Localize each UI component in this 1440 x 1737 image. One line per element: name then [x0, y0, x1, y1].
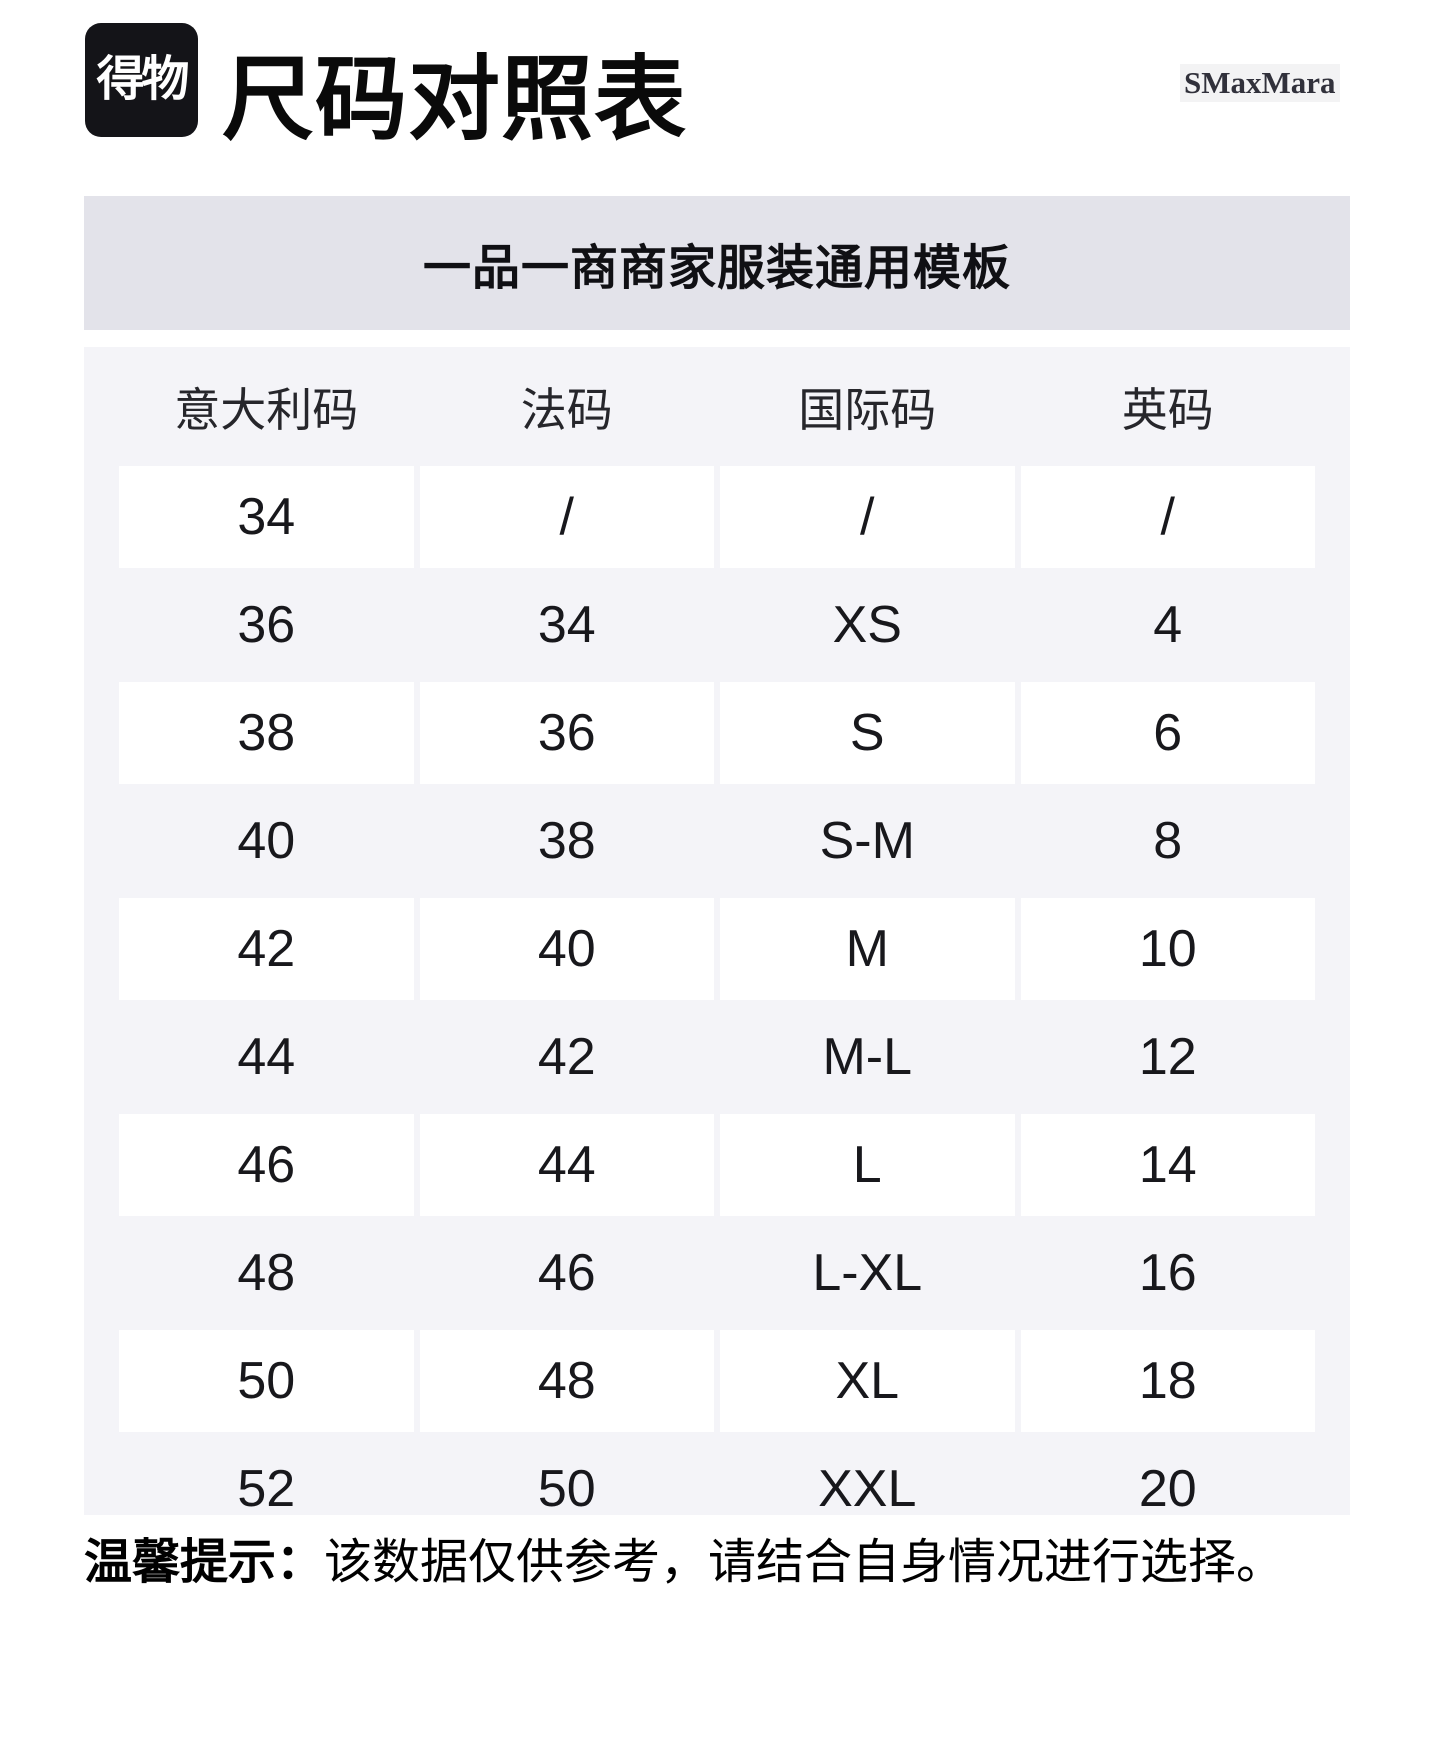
dewu-logo: 得物	[85, 23, 198, 137]
table-cell: 42	[537, 1028, 596, 1086]
table-cell: 44	[419, 1114, 714, 1216]
table-row: 44 42 M-L 12	[119, 1006, 1315, 1108]
table-cell: 38	[119, 682, 414, 784]
note: 温馨提示：该数据仅供参考，请结合自身情况进行选择。	[84, 1532, 1284, 1594]
table-cell: XXL	[818, 1460, 917, 1518]
column-header: 意大利码	[174, 383, 359, 436]
table-cell: 48	[237, 1244, 296, 1302]
table-cell: L-XL	[812, 1244, 923, 1302]
table-cell: M	[720, 898, 1015, 1000]
table-row: 38 36 S 6	[119, 682, 1315, 784]
table-cell: M-L	[822, 1028, 913, 1086]
table-cell: 10	[1020, 898, 1315, 1000]
table-row: 52 50 XXL 20	[119, 1438, 1315, 1540]
table-row: 46 44 L 14	[119, 1114, 1315, 1216]
table-cell: 12	[1138, 1028, 1197, 1086]
table-row: 42 40 M 10	[119, 898, 1315, 1000]
table-cell: 40	[237, 812, 296, 870]
template-banner: 一品一商商家服装通用模板	[84, 196, 1350, 330]
table-cell: 46	[119, 1114, 414, 1216]
table-cell: 46	[537, 1244, 596, 1302]
table-cell: 8	[1153, 812, 1183, 870]
table-row: 48 46 L-XL 16	[119, 1222, 1315, 1324]
table-cell: 52	[237, 1460, 296, 1518]
size-table: 意大利码 法码 国际码 英码 34///36 34 XS 4 38 36 S 6 40 38 S-M 8 42…	[113, 347, 1321, 1546]
table-cell: XL	[720, 1330, 1015, 1432]
table-cell: 38	[537, 812, 596, 870]
table-cell: 14	[1020, 1114, 1315, 1216]
table-cell: 48	[419, 1330, 714, 1432]
table-row: 50 48 XL 18	[119, 1330, 1315, 1432]
table-cell: 4	[1153, 596, 1183, 654]
table-row: 36 34 XS 4	[119, 574, 1315, 676]
table-cell: /	[1020, 466, 1315, 568]
table-cell: 44	[237, 1028, 296, 1086]
table-cell: 34	[537, 596, 596, 654]
table-cell: S	[720, 682, 1015, 784]
column-header: 英码	[1121, 383, 1214, 436]
column-header: 法码	[520, 383, 613, 436]
brand-watermark: SMaxMara	[1180, 64, 1340, 102]
page-title: 尺码对照表	[222, 49, 688, 151]
column-header: 国际码	[798, 383, 937, 436]
table-cell: 50	[119, 1330, 414, 1432]
table-cell: 36	[419, 682, 714, 784]
table-cell: 34	[119, 466, 414, 568]
table-cell: /	[419, 466, 714, 568]
table-cell: 16	[1138, 1244, 1197, 1302]
table-cell: 36	[237, 596, 296, 654]
note-label: 温馨提示：	[84, 1536, 325, 1589]
table-cell: XS	[832, 596, 902, 654]
table-cell: 6	[1020, 682, 1315, 784]
table-cell: 42	[119, 898, 414, 1000]
table-row: 34// /	[119, 466, 1315, 568]
table-header-row: 意大利码 法码 国际码 英码	[119, 353, 1315, 460]
table-cell: 18	[1020, 1330, 1315, 1432]
table-cell: 20	[1138, 1460, 1197, 1518]
table-cell: 40	[419, 898, 714, 1000]
table-row: 40 38 S-M 8	[119, 790, 1315, 892]
table-cell: 50	[537, 1460, 596, 1518]
size-table-body: 34///36 34 XS 4 38 36 S 6 40 38 S-M 8 42 40 M 10 44 42 M-L…	[119, 466, 1315, 1540]
size-table-container: 意大利码 法码 国际码 英码 34///36 34 XS 4 38 36 S 6 40 38 S-M 8 42…	[84, 347, 1350, 1518]
table-cell: /	[720, 466, 1015, 568]
note-text: 该数据仅供参考，请结合自身情况进行选择。	[324, 1536, 1285, 1589]
table-cell: L	[720, 1114, 1015, 1216]
dewu-logo-text: 得物	[96, 53, 189, 106]
size-table-header: 意大利码 法码 国际码 英码	[119, 353, 1315, 460]
table-cell: S-M	[819, 812, 915, 870]
